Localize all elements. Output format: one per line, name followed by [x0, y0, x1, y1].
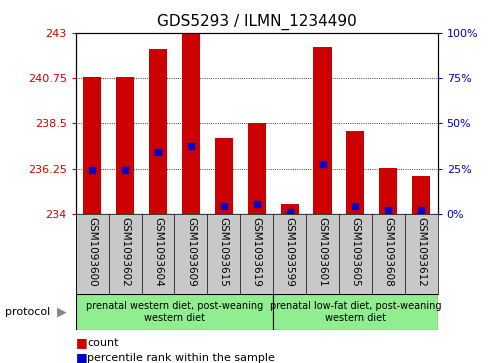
- Bar: [273, 294, 437, 330]
- Bar: [116, 77, 134, 214]
- Bar: [214, 138, 232, 214]
- Point: [318, 161, 326, 167]
- Point: [186, 143, 194, 148]
- Point: [154, 149, 162, 155]
- Text: GSM1093615: GSM1093615: [219, 217, 228, 286]
- Text: ■: ■: [76, 337, 87, 350]
- Text: GSM1093601: GSM1093601: [317, 217, 327, 286]
- Point: [285, 209, 293, 215]
- Bar: [313, 47, 331, 214]
- Bar: [346, 131, 364, 214]
- Text: percentile rank within the sample: percentile rank within the sample: [87, 352, 274, 363]
- Text: GSM1093602: GSM1093602: [120, 217, 130, 286]
- Bar: [411, 176, 429, 214]
- Point: [252, 201, 260, 207]
- Text: GSM1093604: GSM1093604: [153, 217, 163, 286]
- Point: [351, 203, 359, 209]
- Point: [416, 207, 424, 213]
- Text: GSM1093609: GSM1093609: [185, 217, 196, 286]
- Bar: [280, 204, 298, 214]
- Bar: [379, 168, 397, 214]
- Text: prenatal low-fat diet, post-weaning
western diet: prenatal low-fat diet, post-weaning west…: [269, 301, 440, 323]
- Bar: [83, 77, 101, 214]
- Text: ▶: ▶: [57, 306, 66, 319]
- Title: GDS5293 / ILMN_1234490: GDS5293 / ILMN_1234490: [157, 14, 356, 30]
- Text: GSM1093600: GSM1093600: [87, 217, 97, 286]
- Bar: [182, 33, 200, 214]
- Text: GSM1093619: GSM1093619: [251, 217, 261, 286]
- Text: GSM1093605: GSM1093605: [350, 217, 360, 286]
- Bar: [247, 123, 265, 214]
- Text: prenatal western diet, post-weaning
western diet: prenatal western diet, post-weaning west…: [86, 301, 263, 323]
- Text: ■: ■: [76, 351, 87, 363]
- Bar: [149, 49, 167, 214]
- Bar: [76, 294, 273, 330]
- Point: [384, 207, 391, 213]
- Text: GSM1093612: GSM1093612: [415, 217, 426, 286]
- Text: GSM1093599: GSM1093599: [284, 217, 294, 286]
- Point: [88, 167, 96, 173]
- Point: [121, 167, 129, 173]
- Text: protocol: protocol: [5, 307, 50, 317]
- Text: count: count: [87, 338, 118, 348]
- Point: [220, 203, 227, 209]
- Text: GSM1093608: GSM1093608: [383, 217, 392, 286]
